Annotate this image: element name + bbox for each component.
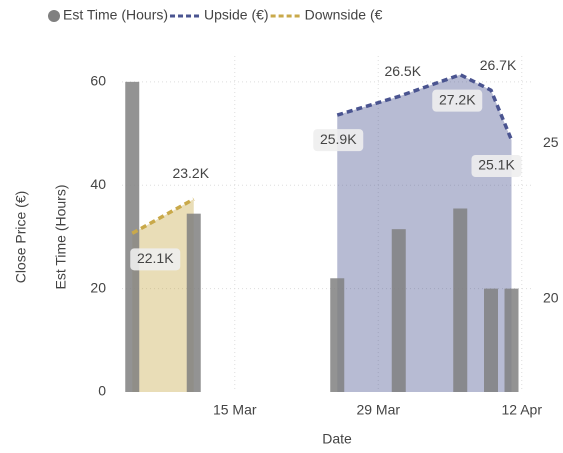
y2-axis-title: Close Price (€) (13, 191, 29, 284)
bar (186, 213, 201, 392)
y2-tick-label: 25 (543, 134, 559, 150)
bar (391, 229, 406, 392)
label-box (471, 155, 522, 177)
legend-label: Downside (€ (305, 7, 383, 23)
area (337, 74, 512, 393)
bar (330, 278, 345, 392)
x-tick-label: 29 Mar (356, 402, 400, 418)
y-tick-label: 20 (90, 279, 106, 295)
labels: 25.9K 26.5K 27.2K 26.7K 25.1K 22.1K 23.2K (130, 57, 522, 271)
bar (125, 81, 140, 392)
legend-marker (48, 10, 60, 22)
area (132, 199, 194, 392)
data-label: 25.1K (478, 157, 515, 173)
data-label: 22.1K (137, 250, 174, 266)
x-tick-label: 12 Apr (502, 402, 543, 418)
y-axis-title: Est Time (Hours) (53, 184, 69, 289)
data-label: 26.5K (384, 63, 421, 79)
legend-label: Upside (€) (204, 7, 269, 23)
areas (132, 74, 512, 393)
data-label: 27.2K (439, 91, 476, 107)
label-box (313, 129, 364, 152)
data-label: 26.7K (480, 57, 517, 73)
data-label: 23.2K (172, 165, 209, 181)
bar (453, 208, 468, 392)
bar (504, 288, 519, 392)
label-box (432, 89, 483, 112)
line (131, 197, 195, 235)
y-tick-label: 60 (90, 73, 106, 89)
legend-label: Est Time (Hours) (63, 7, 168, 23)
line (336, 72, 514, 141)
lines (131, 72, 514, 235)
y2-tick-label: 20 (543, 289, 559, 305)
bar (484, 288, 498, 392)
x-axis-title: Date (322, 431, 352, 447)
bars (125, 81, 519, 392)
label-box (130, 248, 181, 271)
data-label: 25.9K (320, 131, 357, 147)
y-tick-label: 40 (90, 176, 106, 192)
x-tick-label: 15 Mar (213, 402, 257, 418)
y-tick-label: 0 (98, 383, 106, 399)
